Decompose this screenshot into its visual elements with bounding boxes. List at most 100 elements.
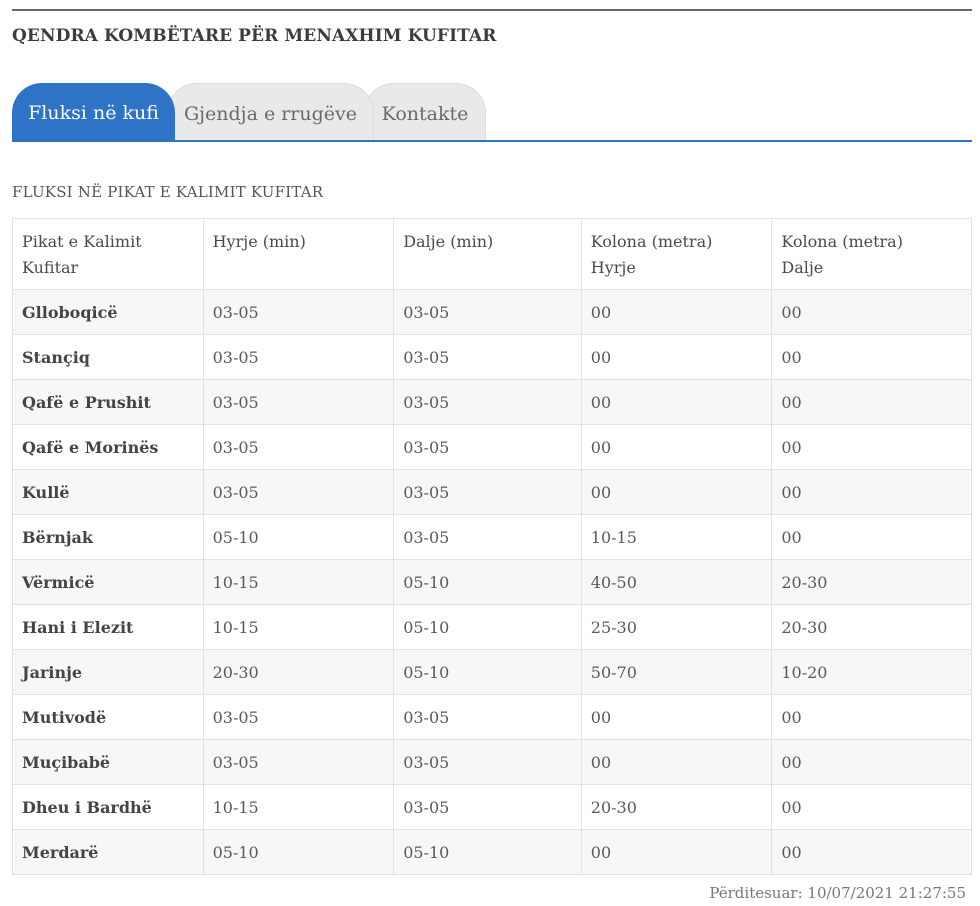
exit-time-cell: 03-05: [393, 514, 582, 560]
queue-exit-cell: 00: [771, 514, 972, 560]
exit-time-cell: 03-05: [393, 469, 582, 515]
column-header-queue-entry: Kolona (metra) Hyrje: [580, 218, 773, 290]
queue-entry-cell: 00: [580, 289, 773, 335]
header-line: Pikat e Kalimit: [22, 232, 142, 251]
table-header-row: Pikat e Kalimit Kufitar Hyrje (min) Dalj…: [12, 218, 972, 290]
table-row: Glloboqicë 03-05 03-05 00 00: [12, 289, 972, 335]
queue-entry-cell: 00: [580, 334, 773, 380]
queue-entry-cell: 50-70: [580, 649, 773, 695]
exit-time-cell: 03-05: [393, 424, 582, 470]
entry-time-cell: 10-15: [202, 559, 395, 605]
exit-time-cell: 05-10: [393, 604, 582, 650]
entry-time-cell: 05-10: [202, 514, 395, 560]
crossing-point-cell: Qafë e Morinës: [12, 424, 204, 470]
crossing-point-cell: Vërmicë: [12, 559, 204, 605]
table-row: Bërnjak 05-10 03-05 10-15 00: [12, 514, 972, 560]
exit-time-cell: 05-10: [393, 559, 582, 605]
table-row: Qafë e Prushit 03-05 03-05 00 00: [12, 379, 972, 425]
tab-bar: Kontakte Gjendja e rrugëve Fluksi në kuf…: [12, 83, 972, 141]
crossing-point-cell: Hani i Elezit: [12, 604, 204, 650]
queue-exit-cell: 00: [771, 379, 972, 425]
queue-exit-cell: 00: [771, 469, 972, 515]
table-row: Muçibabë 03-05 03-05 00 00: [12, 739, 972, 785]
queue-exit-cell: 00: [771, 289, 972, 335]
queue-entry-cell: 10-15: [580, 514, 773, 560]
table-row: Jarinje 20-30 05-10 50-70 10-20: [12, 649, 972, 695]
entry-time-cell: 10-15: [202, 784, 395, 830]
border-flow-table: Pikat e Kalimit Kufitar Hyrje (min) Dalj…: [12, 218, 972, 875]
crossing-point-cell: Dheu i Bardhë: [12, 784, 204, 830]
exit-time-cell: 03-05: [393, 784, 582, 830]
queue-exit-cell: 00: [771, 829, 972, 875]
header-line: Dalje (min): [403, 232, 494, 251]
column-header-entry-time: Hyrje (min): [202, 218, 395, 290]
exit-time-cell: 05-10: [393, 829, 582, 875]
entry-time-cell: 05-10: [202, 829, 395, 875]
entry-time-cell: 03-05: [202, 379, 395, 425]
last-updated-text: Përditesuar: 10/07/2021 21:27:55: [709, 884, 966, 902]
exit-time-cell: 03-05: [393, 289, 582, 335]
header-line: Kolona (metra): [590, 232, 713, 251]
crossing-point-cell: Mutivodë: [12, 694, 204, 740]
entry-time-cell: 03-05: [202, 694, 395, 740]
table-row: Merdarë 05-10 05-10 00 00: [12, 829, 972, 875]
queue-entry-cell: 20-30: [580, 784, 773, 830]
queue-entry-cell: 00: [580, 424, 773, 470]
queue-entry-cell: 40-50: [580, 559, 773, 605]
header-line: Kufitar: [22, 258, 79, 277]
column-header-exit-time: Dalje (min): [393, 218, 582, 290]
entry-time-cell: 03-05: [202, 469, 395, 515]
table-row: Dheu i Bardhë 10-15 03-05 20-30 00: [12, 784, 972, 830]
queue-exit-cell: 20-30: [771, 604, 972, 650]
table-row: Mutivodë 03-05 03-05 00 00: [12, 694, 972, 740]
entry-time-cell: 03-05: [202, 289, 395, 335]
queue-entry-cell: 00: [580, 379, 773, 425]
queue-exit-cell: 00: [771, 784, 972, 830]
exit-time-cell: 03-05: [393, 739, 582, 785]
queue-entry-cell: 00: [580, 739, 773, 785]
queue-exit-cell: 20-30: [771, 559, 972, 605]
table-row: Qafë e Morinës 03-05 03-05 00 00: [12, 424, 972, 470]
queue-entry-cell: 00: [580, 469, 773, 515]
header-line: Kolona (metra): [781, 232, 903, 251]
header-line: Hyrje (min): [212, 232, 306, 251]
queue-exit-cell: 00: [771, 739, 972, 785]
entry-time-cell: 03-05: [202, 334, 395, 380]
tab-gjendja-e-rrugeve[interactable]: Gjendja e rrugëve: [167, 83, 374, 141]
crossing-point-cell: Merdarë: [12, 829, 204, 875]
table-row: Vërmicë 10-15 05-10 40-50 20-30: [12, 559, 972, 605]
queue-entry-cell: 00: [580, 694, 773, 740]
queue-exit-cell: 00: [771, 334, 972, 380]
header-line: Dalje: [781, 258, 824, 277]
entry-time-cell: 03-05: [202, 739, 395, 785]
entry-time-cell: 20-30: [202, 649, 395, 695]
crossing-point-cell: Jarinje: [12, 649, 204, 695]
queue-exit-cell: 00: [771, 694, 972, 740]
column-header-crossing-point: Pikat e Kalimit Kufitar: [12, 218, 204, 290]
crossing-point-cell: Qafë e Prushit: [12, 379, 204, 425]
queue-entry-cell: 00: [580, 829, 773, 875]
queue-exit-cell: 00: [771, 424, 972, 470]
queue-entry-cell: 25-30: [580, 604, 773, 650]
exit-time-cell: 03-05: [393, 694, 582, 740]
tab-fluksi-ne-kufi[interactable]: Fluksi në kufi: [12, 83, 175, 141]
table-body: Glloboqicë 03-05 03-05 00 00 Stançiq 03-05 03-0…: [12, 289, 972, 875]
table-row: Hani i Elezit 10-15 05-10 25-30 20-30: [12, 604, 972, 650]
crossing-point-cell: Stançiq: [12, 334, 204, 380]
entry-time-cell: 10-15: [202, 604, 395, 650]
tab-underline: [12, 140, 972, 142]
top-divider: [12, 9, 972, 11]
crossing-point-cell: Bërnjak: [12, 514, 204, 560]
crossing-point-cell: Glloboqicë: [12, 289, 204, 335]
table-row: Kullë 03-05 03-05 00 00: [12, 469, 972, 515]
exit-time-cell: 03-05: [393, 379, 582, 425]
queue-exit-cell: 10-20: [771, 649, 972, 695]
entry-time-cell: 03-05: [202, 424, 395, 470]
exit-time-cell: 05-10: [393, 649, 582, 695]
table-row: Stançiq 03-05 03-05 00 00: [12, 334, 972, 380]
exit-time-cell: 03-05: [393, 334, 582, 380]
crossing-point-cell: Muçibabë: [12, 739, 204, 785]
header-line: Hyrje: [590, 258, 636, 277]
tab-kontakte[interactable]: Kontakte: [364, 83, 486, 141]
column-header-queue-exit: Kolona (metra) Dalje: [771, 218, 972, 290]
